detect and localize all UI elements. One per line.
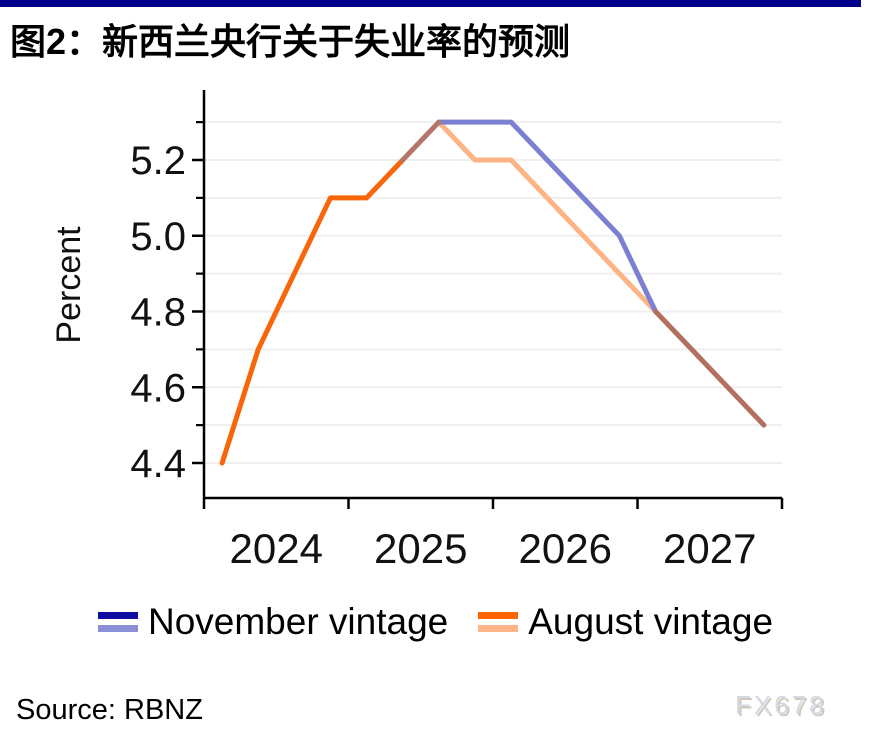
source-note: Source: RBNZ [16, 694, 203, 726]
line-segment-overlap-tail [653, 309, 767, 428]
y-tick-label: 4.6 [130, 366, 186, 410]
legend-swatch-november [97, 612, 138, 632]
legend-label-august: August vintage [528, 601, 774, 642]
x-tick-label: 2025 [374, 525, 467, 572]
x-tick-label: 2027 [663, 525, 756, 572]
y-tick-label: 5.0 [130, 215, 186, 259]
legend-label-november: November vintage [147, 601, 449, 642]
line-segment-history [219, 157, 406, 466]
y-tick-label: 4.8 [130, 291, 186, 335]
x-tick-label: 2024 [230, 525, 323, 572]
y-axis-title: Percent [50, 226, 88, 344]
y-tick-label: 4.4 [130, 442, 186, 486]
legend-color-november-history [97, 612, 138, 619]
legend-color-august-forecast [478, 625, 519, 632]
legend-swatch-august [478, 612, 519, 632]
y-tick-label: 5.2 [130, 139, 186, 183]
legend-item-august: August vintage [478, 601, 773, 643]
page-title: 图2：新西兰央行关于失业率的预测 [10, 21, 571, 62]
unemployment-chart: 4.4 4.6 4.8 5.0 5.2 2024 2025 2026 2027 Percent [50, 90, 784, 572]
line-segment-forecast [436, 119, 659, 314]
legend-item-november: November vintage [97, 601, 449, 643]
x-tick-label: 2026 [519, 525, 612, 572]
legend-color-august-history [478, 612, 519, 619]
top-accent-bar [0, 0, 861, 7]
line-segment-overlap-rise [400, 119, 442, 163]
line-segment-forecast [436, 119, 659, 314]
legend-color-november-forecast [97, 625, 138, 632]
watermark-fx678: FX678 [735, 690, 827, 720]
chart-legend: November vintage August vintage [0, 601, 871, 643]
